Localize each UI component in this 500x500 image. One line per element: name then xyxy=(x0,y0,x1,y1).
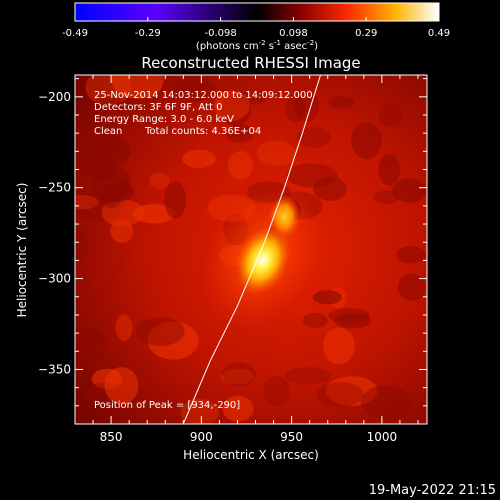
peak-source xyxy=(234,225,291,295)
clean-text: Clean xyxy=(94,126,122,137)
x-tick-label: 850 xyxy=(100,430,123,444)
solar-limb xyxy=(182,75,321,424)
x-tick-label: 1000 xyxy=(367,430,398,444)
y-tick-label: −350 xyxy=(38,362,71,376)
peak-position-text: Position of Peak = [934,-290] xyxy=(94,400,240,411)
colorbar-tick-label: -0.29 xyxy=(135,28,161,39)
plot-frame xyxy=(74,74,428,425)
detectors-text: Detectors: 3F 6F 9F, Att 0 xyxy=(94,102,222,113)
heatmap-image xyxy=(75,75,427,424)
y-tick-label: −250 xyxy=(38,181,71,195)
colorbar-tick-label: 0.098 xyxy=(279,28,308,39)
y-axis-label: Heliocentric Y (arcsec) xyxy=(15,183,29,318)
x-tick-label: 950 xyxy=(280,430,303,444)
y-tick-label: −200 xyxy=(38,90,71,104)
x-tick-label: 900 xyxy=(190,430,213,444)
total-counts-text: Total counts: 4.36E+04 xyxy=(144,126,261,137)
chart-title: Reconstructed RHESSI Image xyxy=(141,54,360,72)
energy-range-text: Energy Range: 3.0 - 6.0 keV xyxy=(94,114,234,125)
colorbar-tick-label: 0.49 xyxy=(428,28,450,39)
colorbar-tick-label: -0.49 xyxy=(62,28,88,39)
colorbar-tick-label: 0.29 xyxy=(355,28,377,39)
time-range-text: 25-Nov-2014 14:03:12.000 to 14:09:12.000 xyxy=(94,90,313,101)
y-tick-label: −300 xyxy=(38,272,71,286)
colorbar-ticks: -0.49 -0.29 -0.098 0.098 0.29 0.49 xyxy=(62,17,450,39)
colorbar-units: (photons cm-2 s-1 asec-2) xyxy=(196,39,318,52)
x-axis-label: Heliocentric X (arcsec) xyxy=(183,448,319,462)
axis-ticks: 850 900 950 1000 −200 −250 −300 −350 xyxy=(38,75,427,444)
footer-date: 19-May-2022 21:15 xyxy=(369,483,496,498)
colorbar-tick-label: -0.098 xyxy=(204,28,236,39)
colorbar xyxy=(74,2,440,22)
